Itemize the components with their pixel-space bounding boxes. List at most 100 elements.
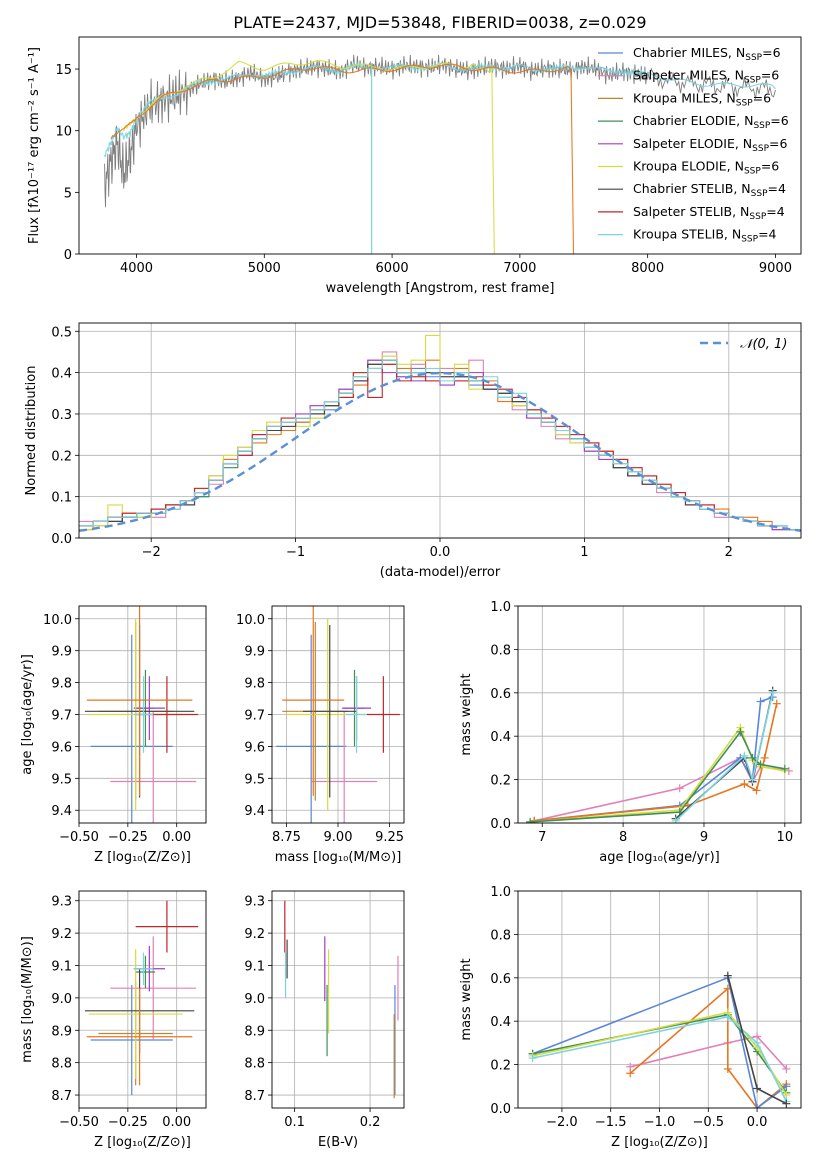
x-axis-label: (data-model)/error	[380, 565, 501, 580]
y-tick-label: 5	[64, 186, 72, 201]
legend-entry: Kroupa STELIB, NSSP=4	[633, 227, 777, 245]
y-axis-label: Normed distribution	[24, 366, 39, 496]
x-tick-label: 1	[580, 545, 588, 560]
weight-line	[675, 692, 774, 822]
x-axis-label: E(B-V)	[318, 1135, 358, 1150]
x-axis-label: mass [log₁₀(M/M⊙)]	[275, 850, 402, 865]
y-tick-label: 9.2	[51, 927, 72, 942]
y-tick-label: 10.0	[236, 613, 265, 628]
y-tick-label: 0.4	[490, 1015, 511, 1030]
y-tick-label: 15	[55, 63, 72, 78]
axes-age_vs_mass: 8.75 9.00 9.25 9.4 9.5 9.6 9.7 9.8 9.9 10.0 mass […	[236, 605, 405, 865]
x-tick-label: −0.50	[59, 830, 99, 845]
axes-mass_weight_vs_age: 7 8 9 10 0.0 0.2 0.4 0.6 0.8 1.0 age [log₁₀(age/yr…	[459, 600, 802, 865]
y-tick-label: 8.7	[51, 1089, 72, 1104]
y-tick-label: 9.5	[51, 772, 72, 787]
x-tick-label: −0.50	[59, 1115, 99, 1130]
x-tick-label: 8	[619, 830, 627, 845]
y-tick-label: 0.0	[490, 1102, 511, 1117]
legend-entry: 𝒩(0, 1)	[740, 337, 787, 352]
x-tick-label: 9	[700, 830, 708, 845]
plot-area-mass_vs_Z	[84, 900, 199, 1096]
x-axis-label: age [log₁₀(age/yr)]	[599, 850, 720, 865]
y-tick-label: 9.3	[51, 895, 72, 910]
y-tick-label: 0.4	[51, 367, 72, 382]
axes-mass_vs_Z: −0.50 −0.25 0.00 8.7 8.8 8.9 9.0 9.1 9.2 9.3 Z [lo…	[20, 890, 207, 1150]
x-tick-label: 9000	[759, 261, 792, 276]
legend-entry: Salpeter MILES, NSSP=6	[633, 68, 779, 86]
y-tick-label: 8.8	[244, 1057, 265, 1072]
y-tick-label: 9.4	[244, 804, 265, 819]
x-tick-label: 7	[538, 830, 546, 845]
y-tick-label: 0.2	[51, 449, 72, 464]
y-tick-label: 9.8	[51, 677, 72, 692]
weight-line	[532, 976, 787, 1108]
y-tick-label: 0.8	[490, 928, 511, 943]
x-tick-label: 6000	[376, 261, 409, 276]
axes-age_vs_Z: −0.50 −0.25 0.00 9.4 9.5 9.6 9.7 9.8 9.9 10.0 Z [l…	[20, 605, 207, 865]
y-tick-label: 8.7	[244, 1089, 265, 1104]
x-tick-label: 5000	[248, 261, 281, 276]
plot-area-spectrum	[104, 54, 776, 254]
x-tick-label: −0.25	[108, 830, 148, 845]
x-tick-label: 0.0	[430, 545, 451, 560]
axes-mass_vs_EBV: 0.1 0.2 8.7 8.8 8.9 9.0 9.1 9.2 9.3 E(B-V)	[244, 890, 405, 1150]
y-tick-label: 0.6	[490, 972, 511, 987]
y-tick-label: 0.1	[51, 491, 72, 506]
x-tick-label: 9.25	[375, 830, 404, 845]
plot-area-mass_weight_vs_Z	[528, 971, 791, 1108]
y-tick-label: 8.9	[51, 1024, 72, 1039]
x-tick-label: −2.0	[546, 1115, 578, 1130]
y-tick-label: 9.0	[51, 992, 72, 1007]
y-tick-label: 9.3	[244, 895, 265, 910]
x-tick-label: 4000	[120, 261, 153, 276]
y-tick-label: 10.0	[43, 613, 72, 628]
x-tick-label: 0.00	[162, 1115, 191, 1130]
x-tick-label: 10	[777, 830, 794, 845]
y-tick-label: 0.3	[51, 408, 72, 423]
y-tick-label: 9.9	[244, 645, 265, 660]
x-tick-label: 0.2	[360, 1115, 381, 1130]
legend-entry: Salpeter STELIB, NSSP=4	[633, 204, 785, 222]
spectrum-line	[104, 54, 776, 208]
y-tick-label: 1.0	[490, 600, 511, 615]
plot-area-mass_vs_EBV	[284, 900, 399, 1099]
y-tick-label: 0.0	[51, 532, 72, 547]
y-tick-label: 9.4	[51, 804, 72, 819]
axes-frame	[517, 605, 802, 824]
y-tick-label: 0.4	[490, 730, 511, 745]
x-tick-label: 0.1	[284, 1115, 305, 1130]
weight-line	[534, 703, 778, 822]
y-tick-label: 0	[64, 248, 72, 263]
x-tick-label: −0.5	[693, 1115, 725, 1130]
x-tick-label: 2	[725, 545, 733, 560]
axes-frame	[271, 890, 405, 1109]
spectrum-line	[104, 61, 776, 158]
x-tick-label: 8.75	[272, 830, 301, 845]
y-tick-label: 9.6	[244, 740, 265, 755]
legend: Chabrier MILES, NSSP=6 Salpeter MILES, NS…	[598, 45, 789, 245]
weight-line	[530, 730, 785, 823]
y-tick-label: 0.5	[51, 325, 72, 340]
y-tick-label: 9.0	[244, 992, 265, 1007]
y-tick-label: 0.2	[490, 1059, 511, 1074]
y-axis-label: mass weight	[459, 958, 474, 1040]
legend-entry: Salpeter ELODIE, NSSP=6	[633, 136, 788, 154]
y-tick-label: 9.1	[51, 959, 72, 974]
y-tick-label: 9.9	[51, 645, 72, 660]
legend-entry: Chabrier ELODIE, NSSP=6	[633, 113, 789, 131]
axes-frame	[78, 890, 207, 1109]
plot-area-age_vs_mass	[276, 606, 400, 823]
x-axis-label: wavelength [Angstrom, rest frame]	[326, 281, 555, 296]
y-tick-label: 9.5	[244, 772, 265, 787]
y-tick-label: 0.6	[490, 687, 511, 702]
figure-title: PLATE=2437, MJD=53848, FIBERID=0038, z=0…	[233, 13, 646, 32]
plot-area-mass_weight_vs_age	[526, 686, 793, 823]
legend-entry: Kroupa ELODIE, NSSP=6	[633, 159, 779, 177]
x-tick-label: 7000	[503, 261, 536, 276]
y-tick-label: 9.7	[244, 709, 265, 724]
plot-area-residuals	[79, 334, 801, 532]
y-tick-label: 9.8	[244, 677, 265, 692]
y-tick-label: 9.2	[244, 927, 265, 942]
